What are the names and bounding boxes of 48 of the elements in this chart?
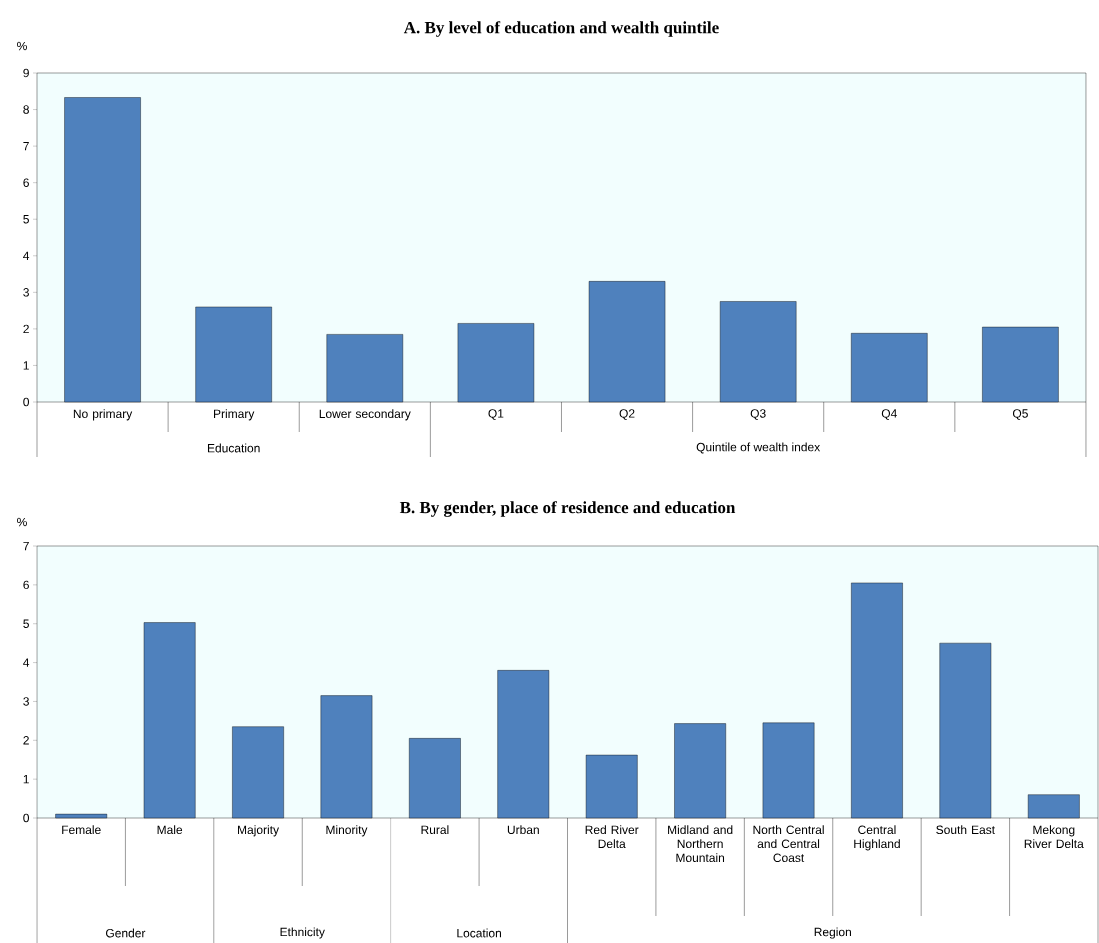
text: Education — [207, 443, 260, 453]
x-tick-label: Q3 — [750, 409, 766, 420]
x-tick-label: Majority — [238, 825, 280, 837]
text: Location — [457, 928, 501, 938]
text: Ethnicity — [280, 927, 325, 939]
x-tick-label: Q5 — [1012, 409, 1028, 420]
text: Quintile of wealth index — [696, 442, 821, 454]
x-tick-label: Q1 — [488, 409, 504, 420]
y-tick-label: 2 — [23, 736, 29, 745]
x-tick-label: No primary — [73, 409, 133, 421]
text: Region — [814, 927, 851, 939]
text: Gender — [106, 928, 146, 938]
y-axis-title: % — [17, 41, 27, 51]
x-tick-label: Urban — [507, 825, 539, 835]
x-tick-label: Q4 — [881, 409, 897, 420]
y-tick-label: 7 — [23, 541, 29, 551]
y-tick-label: 4 — [23, 658, 30, 667]
chart-title: A. By level of education and wealth quintile — [403, 21, 719, 37]
x-tick-label: Primary — [214, 409, 255, 421]
x-tick-label: Central Highland — [854, 825, 900, 851]
y-tick-label: 6 — [23, 580, 29, 590]
y-tick-label: 4 — [23, 251, 30, 260]
y-axis-title: % — [17, 517, 27, 527]
y-tick-label: 9 — [23, 68, 29, 78]
y-tick-label: 8 — [23, 105, 29, 114]
x-tick-label: South East — [936, 825, 995, 835]
x-tick-label: Rural — [421, 825, 449, 835]
x-tick-label: Red River Delta — [585, 825, 639, 849]
x-tick-label: Male — [157, 825, 183, 835]
x-tick-label: Midland and Northern Mountain — [668, 825, 733, 863]
x-tick-label: Minority — [326, 825, 368, 837]
y-tick-label: 5 — [23, 215, 29, 224]
x-tick-label: Q2 — [619, 409, 635, 420]
y-tick-label: 0 — [23, 397, 30, 407]
x-tick-label: Lower secondary — [319, 409, 411, 421]
y-tick-label: 3 — [23, 697, 29, 706]
y-tick-label: 0 — [23, 813, 30, 823]
chart-title: B. By gender, place of residence and education — [399, 501, 736, 517]
y-tick-label: 5 — [23, 619, 29, 628]
y-tick-label: 2 — [23, 324, 29, 334]
x-tick-label: North Central and Central Coast — [753, 825, 824, 863]
x-tick-label: Mekong River Delta — [1024, 825, 1084, 849]
y-tick-label: 1 — [23, 775, 29, 784]
y-tick-label: 1 — [23, 361, 29, 370]
y-tick-label: 3 — [23, 288, 29, 297]
x-tick-label: Female — [62, 825, 101, 835]
y-tick-label: 7 — [23, 142, 29, 151]
y-tick-label: 6 — [23, 178, 29, 187]
